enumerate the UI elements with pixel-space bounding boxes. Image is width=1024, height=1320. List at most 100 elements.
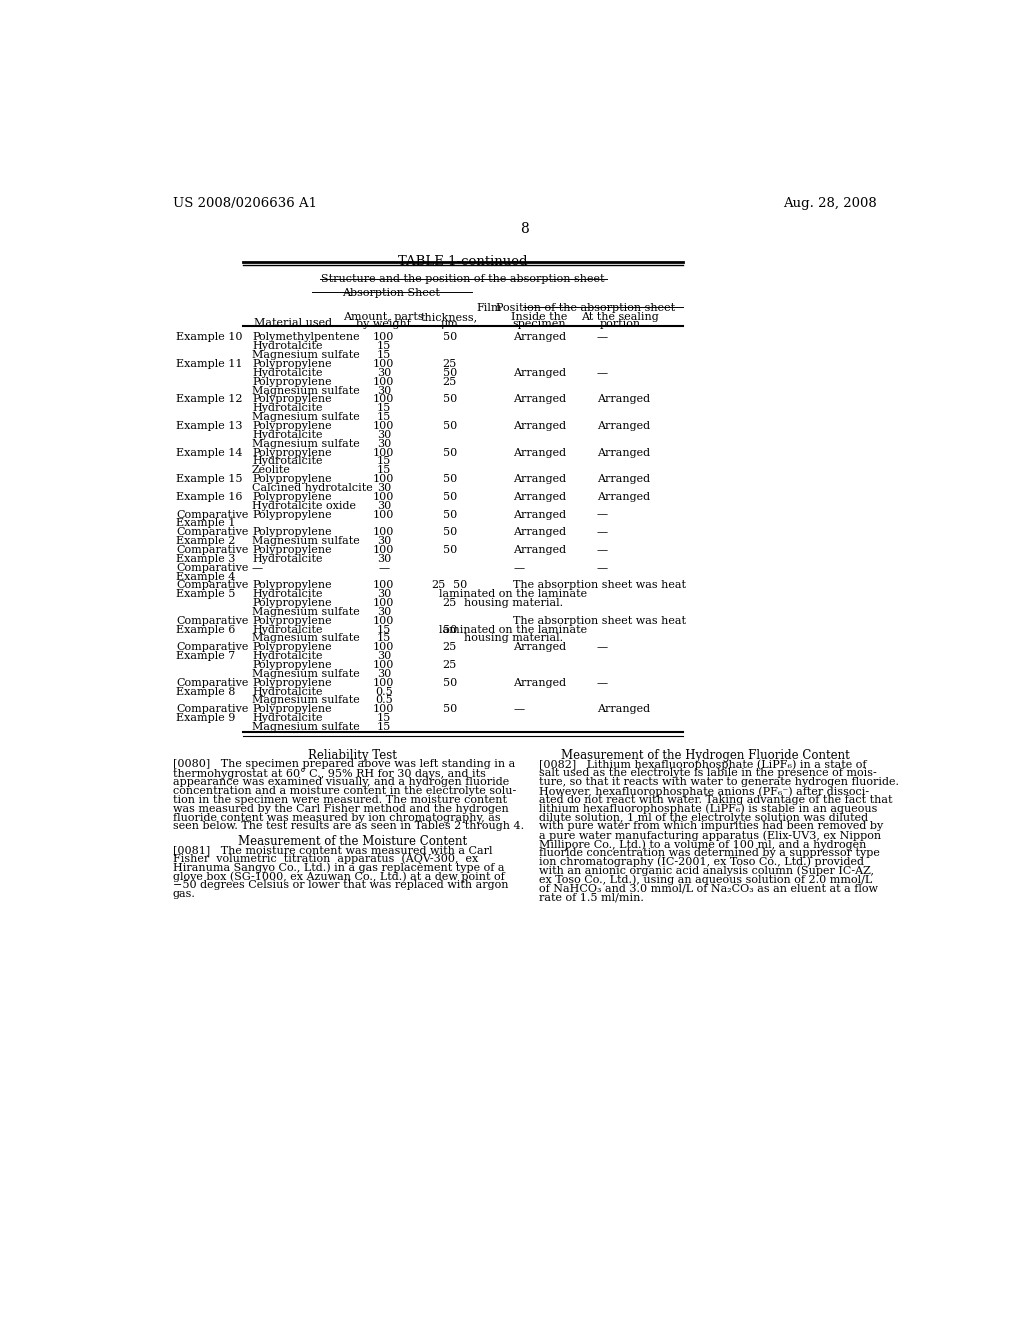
Text: 8: 8 bbox=[520, 222, 529, 235]
Text: Hydrotalcite: Hydrotalcite bbox=[252, 342, 323, 351]
Text: laminated on the laminate: laminated on the laminate bbox=[439, 589, 587, 599]
Text: Hydrotalcite: Hydrotalcite bbox=[252, 430, 323, 440]
Text: Magnesium sulfate: Magnesium sulfate bbox=[252, 412, 359, 422]
Text: Polypropylene: Polypropylene bbox=[252, 545, 332, 554]
Text: 50: 50 bbox=[442, 368, 457, 378]
Text: Example 10: Example 10 bbox=[176, 333, 243, 342]
Text: Fisher  volumetric  titration  apparatus  (AQV-300,  ex: Fisher volumetric titration apparatus (A… bbox=[173, 854, 478, 865]
Text: Polypropylene: Polypropylene bbox=[252, 474, 332, 484]
Text: However, hexafluorophosphate anions (PF₆⁻) after dissoci-: However, hexafluorophosphate anions (PF₆… bbox=[539, 785, 869, 796]
Text: dilute solution, 1 ml of the electrolyte solution was diluted: dilute solution, 1 ml of the electrolyte… bbox=[539, 813, 868, 822]
Text: Example 5: Example 5 bbox=[176, 589, 236, 599]
Text: 15: 15 bbox=[377, 722, 391, 733]
Text: Example 12: Example 12 bbox=[176, 395, 243, 404]
Text: 100: 100 bbox=[373, 660, 394, 671]
Text: Example 13: Example 13 bbox=[176, 421, 243, 430]
Text: 100: 100 bbox=[373, 359, 394, 370]
Text: Example 3: Example 3 bbox=[176, 554, 236, 564]
Text: 50: 50 bbox=[442, 447, 457, 458]
Text: Polypropylene: Polypropylene bbox=[252, 510, 332, 520]
Text: fluoride content was measured by ion chromatography, as: fluoride content was measured by ion chr… bbox=[173, 813, 501, 822]
Text: Arranged: Arranged bbox=[513, 395, 566, 404]
Text: 30: 30 bbox=[377, 430, 391, 440]
Text: 100: 100 bbox=[373, 598, 394, 609]
Text: specimen: specimen bbox=[512, 319, 565, 329]
Text: —: — bbox=[597, 545, 608, 554]
Text: 15: 15 bbox=[377, 465, 391, 475]
Text: 100: 100 bbox=[373, 581, 394, 590]
Text: Example 2: Example 2 bbox=[176, 536, 236, 546]
Text: Example 16: Example 16 bbox=[176, 492, 243, 502]
Text: Polypropylene: Polypropylene bbox=[252, 677, 332, 688]
Text: of NaHCO₃ and 3.0 mmol/L of Na₂CO₃ as an eluent at a flow: of NaHCO₃ and 3.0 mmol/L of Na₂CO₃ as an… bbox=[539, 883, 878, 894]
Text: Example 4: Example 4 bbox=[176, 572, 236, 582]
Text: Absorption Sheet: Absorption Sheet bbox=[343, 288, 440, 298]
Text: Material used: Material used bbox=[254, 318, 333, 327]
Text: 25: 25 bbox=[442, 660, 457, 671]
Text: —: — bbox=[597, 333, 608, 342]
Text: 30: 30 bbox=[377, 536, 391, 546]
Text: Comparative: Comparative bbox=[176, 527, 249, 537]
Text: Arranged: Arranged bbox=[513, 643, 566, 652]
Text: 100: 100 bbox=[373, 545, 394, 554]
Text: Film: Film bbox=[476, 304, 502, 313]
Text: Arranged: Arranged bbox=[513, 447, 566, 458]
Text: Comparative: Comparative bbox=[176, 705, 249, 714]
Text: 30: 30 bbox=[377, 651, 391, 661]
Text: 30: 30 bbox=[377, 483, 391, 492]
Text: —: — bbox=[597, 527, 608, 537]
Text: was measured by the Carl Fisher method and the hydrogen: was measured by the Carl Fisher method a… bbox=[173, 804, 509, 813]
Text: Polypropylene: Polypropylene bbox=[252, 598, 332, 609]
Text: Comparative: Comparative bbox=[176, 643, 249, 652]
Text: 50: 50 bbox=[442, 510, 457, 520]
Text: Magnesium sulfate: Magnesium sulfate bbox=[252, 536, 359, 546]
Text: Magnesium sulfate: Magnesium sulfate bbox=[252, 722, 359, 733]
Text: 100: 100 bbox=[373, 510, 394, 520]
Text: Aug. 28, 2008: Aug. 28, 2008 bbox=[783, 197, 877, 210]
Text: 30: 30 bbox=[377, 669, 391, 678]
Text: Arranged: Arranged bbox=[513, 333, 566, 342]
Text: Polypropylene: Polypropylene bbox=[252, 705, 332, 714]
Text: 25: 25 bbox=[432, 581, 445, 590]
Text: [0081]   The moisture content was measured with a Carl: [0081] The moisture content was measured… bbox=[173, 845, 493, 855]
Text: rate of 1.5 ml/min.: rate of 1.5 ml/min. bbox=[539, 892, 644, 902]
Text: Hydrotalcite oxide: Hydrotalcite oxide bbox=[252, 500, 356, 511]
Text: Structure and the position of the absorption sheet: Structure and the position of the absorp… bbox=[322, 275, 604, 284]
Text: Arranged: Arranged bbox=[597, 395, 650, 404]
Text: 25: 25 bbox=[442, 643, 457, 652]
Text: seen below. The test results are as seen in Tables 2 through 4.: seen below. The test results are as seen… bbox=[173, 821, 524, 832]
Text: 15: 15 bbox=[377, 342, 391, 351]
Text: 30: 30 bbox=[377, 554, 391, 564]
Text: housing material.: housing material. bbox=[464, 598, 563, 609]
Text: 50: 50 bbox=[442, 395, 457, 404]
Text: 15: 15 bbox=[377, 634, 391, 643]
Text: Comparative: Comparative bbox=[176, 581, 249, 590]
Text: 50: 50 bbox=[442, 677, 457, 688]
Text: Polypropylene: Polypropylene bbox=[252, 660, 332, 671]
Text: Polypropylene: Polypropylene bbox=[252, 395, 332, 404]
Text: 100: 100 bbox=[373, 474, 394, 484]
Text: 15: 15 bbox=[377, 624, 391, 635]
Text: −50 degrees Celsius or lower that was replaced with argon: −50 degrees Celsius or lower that was re… bbox=[173, 880, 509, 890]
Text: Hydrotalcite: Hydrotalcite bbox=[252, 589, 323, 599]
Text: Magnesium sulfate: Magnesium sulfate bbox=[252, 634, 359, 643]
Text: ion chromatography (IC-2001, ex Toso Co., Ltd.) provided: ion chromatography (IC-2001, ex Toso Co.… bbox=[539, 857, 864, 867]
Text: 50: 50 bbox=[442, 527, 457, 537]
Text: 50: 50 bbox=[454, 581, 468, 590]
Text: 100: 100 bbox=[373, 527, 394, 537]
Text: 100: 100 bbox=[373, 421, 394, 430]
Text: laminated on the laminate: laminated on the laminate bbox=[439, 624, 587, 635]
Text: Hydrotalcite: Hydrotalcite bbox=[252, 457, 323, 466]
Text: 0.5: 0.5 bbox=[375, 686, 392, 697]
Text: Polymethylpentene: Polymethylpentene bbox=[252, 333, 359, 342]
Text: Hydrotalcite: Hydrotalcite bbox=[252, 624, 323, 635]
Text: 100: 100 bbox=[373, 447, 394, 458]
Text: Example 14: Example 14 bbox=[176, 447, 243, 458]
Text: 30: 30 bbox=[377, 607, 391, 616]
Text: μm: μm bbox=[440, 319, 459, 329]
Text: 25: 25 bbox=[442, 359, 457, 370]
Text: 30: 30 bbox=[377, 438, 391, 449]
Text: 30: 30 bbox=[377, 500, 391, 511]
Text: Arranged: Arranged bbox=[513, 368, 566, 378]
Text: with pure water from which impurities had been removed by: with pure water from which impurities ha… bbox=[539, 821, 883, 832]
